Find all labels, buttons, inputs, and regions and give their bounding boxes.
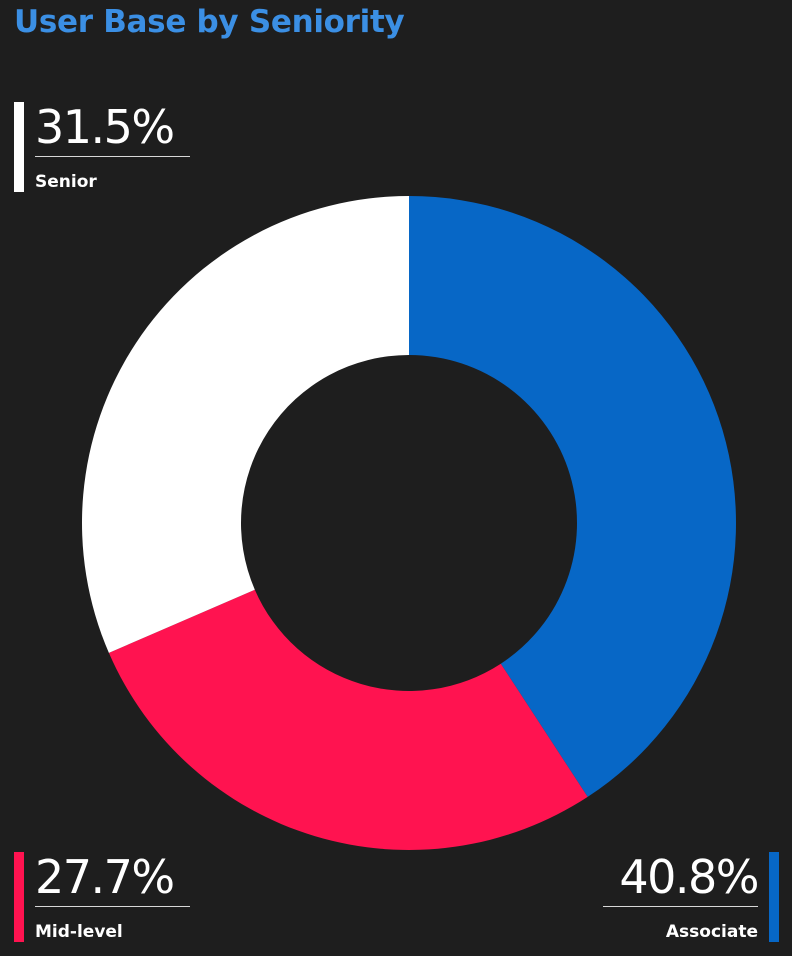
senior-rule bbox=[35, 156, 190, 157]
senior-value: 31.5% bbox=[35, 100, 175, 154]
callout-associate: 40.8% Associate bbox=[601, 852, 779, 944]
mid-level-label: Mid-level bbox=[35, 922, 123, 942]
donut-slice-associate bbox=[409, 196, 736, 797]
associate-color-bar bbox=[769, 852, 779, 942]
mid-level-rule bbox=[35, 906, 190, 907]
mid-level-color-bar bbox=[14, 852, 24, 942]
donut-slice-senior bbox=[82, 196, 409, 653]
donut-slice-mid-level bbox=[108, 589, 588, 850]
callout-senior: 31.5% Senior bbox=[14, 102, 192, 192]
mid-level-value: 27.7% bbox=[35, 850, 175, 904]
senior-label: Senior bbox=[35, 172, 97, 192]
senior-color-bar bbox=[14, 102, 24, 192]
associate-label: Associate bbox=[665, 922, 758, 942]
associate-value: 40.8% bbox=[619, 850, 759, 904]
associate-rule bbox=[603, 906, 758, 907]
chart-title: User Base by Seniority bbox=[14, 4, 405, 40]
callout-mid-level: 27.7% Mid-level bbox=[14, 852, 192, 944]
